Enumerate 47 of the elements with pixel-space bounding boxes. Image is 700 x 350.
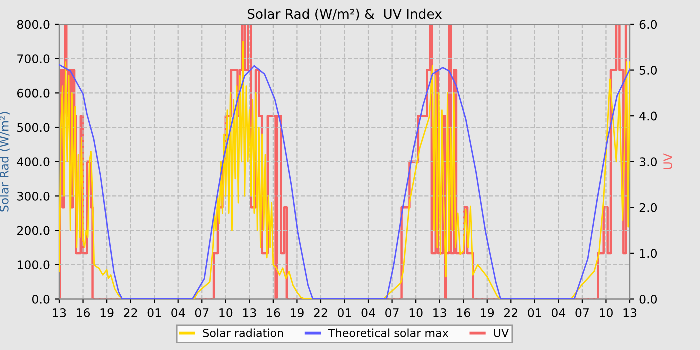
x-tick-label: 10 <box>410 308 423 318</box>
x-tick-label: 19 <box>100 308 114 318</box>
x-tick-label: 04 <box>362 308 376 318</box>
x-tick-label: 07 <box>195 308 209 318</box>
x-tick-label: 04 <box>172 308 186 318</box>
chart-title: Solar Rad (W/m²) & UV Index <box>248 8 442 21</box>
y2-tick-label: 3.0 <box>640 158 658 167</box>
x-tick-label: 01 <box>338 308 352 318</box>
y-tick-label: 600.0 <box>18 88 50 98</box>
x-tick-label: 13 <box>434 308 446 318</box>
y-tick-label: 700.0 <box>18 54 50 64</box>
y-axis-title: Solar Rad (W/m²) <box>0 112 10 212</box>
x-tick-label: 07 <box>576 308 589 318</box>
x-tick-label: 16 <box>267 308 280 318</box>
x-tick-label: 01 <box>148 308 162 318</box>
x-tick-label: 22 <box>314 308 328 318</box>
y-tick-label: 500.0 <box>18 123 50 132</box>
y2-tick-label: 6.0 <box>640 20 658 30</box>
y-tick-label: 100.0 <box>18 260 50 270</box>
x-tick-label: 04 <box>552 308 566 318</box>
y2-tick-label: 1.0 <box>640 249 658 258</box>
x-tick-label: 19 <box>481 308 494 318</box>
y-tick-label: 800.0 <box>17 20 50 30</box>
y2-tick-label: 4.0 <box>640 112 658 121</box>
y-tick-label: 0.0 <box>32 294 50 304</box>
y2-tick-label: 2.0 <box>640 203 658 212</box>
x-tick-label: 01 <box>528 308 542 318</box>
y2-tick-label: 5.0 <box>640 66 658 75</box>
legend-label: UV <box>494 329 509 338</box>
y-tick-label: 300.0 <box>18 192 50 201</box>
x-tick-label: 07 <box>386 308 399 318</box>
legend-label: Theoretical solar max <box>328 328 449 338</box>
x-tick-label: 13 <box>53 308 66 318</box>
y2-tick-label: 0.0 <box>640 294 658 304</box>
x-tick-label: 19 <box>290 308 304 318</box>
x-tick-label: 13 <box>243 308 256 318</box>
y-tick-label: 200.0 <box>18 226 50 236</box>
x-tick-label: 22 <box>504 308 518 318</box>
x-tick-label: 16 <box>457 308 470 318</box>
x-tick-label: 10 <box>220 308 233 318</box>
x-tick-label: 10 <box>600 308 613 318</box>
x-tick-label: 13 <box>624 308 637 318</box>
legend-label: Solar radiation <box>203 328 284 338</box>
x-tick-label: 16 <box>77 308 90 318</box>
x-tick-label: 22 <box>124 308 138 318</box>
y-tick-label: 400.0 <box>17 158 50 167</box>
y2-axis-title: UV <box>664 154 672 170</box>
